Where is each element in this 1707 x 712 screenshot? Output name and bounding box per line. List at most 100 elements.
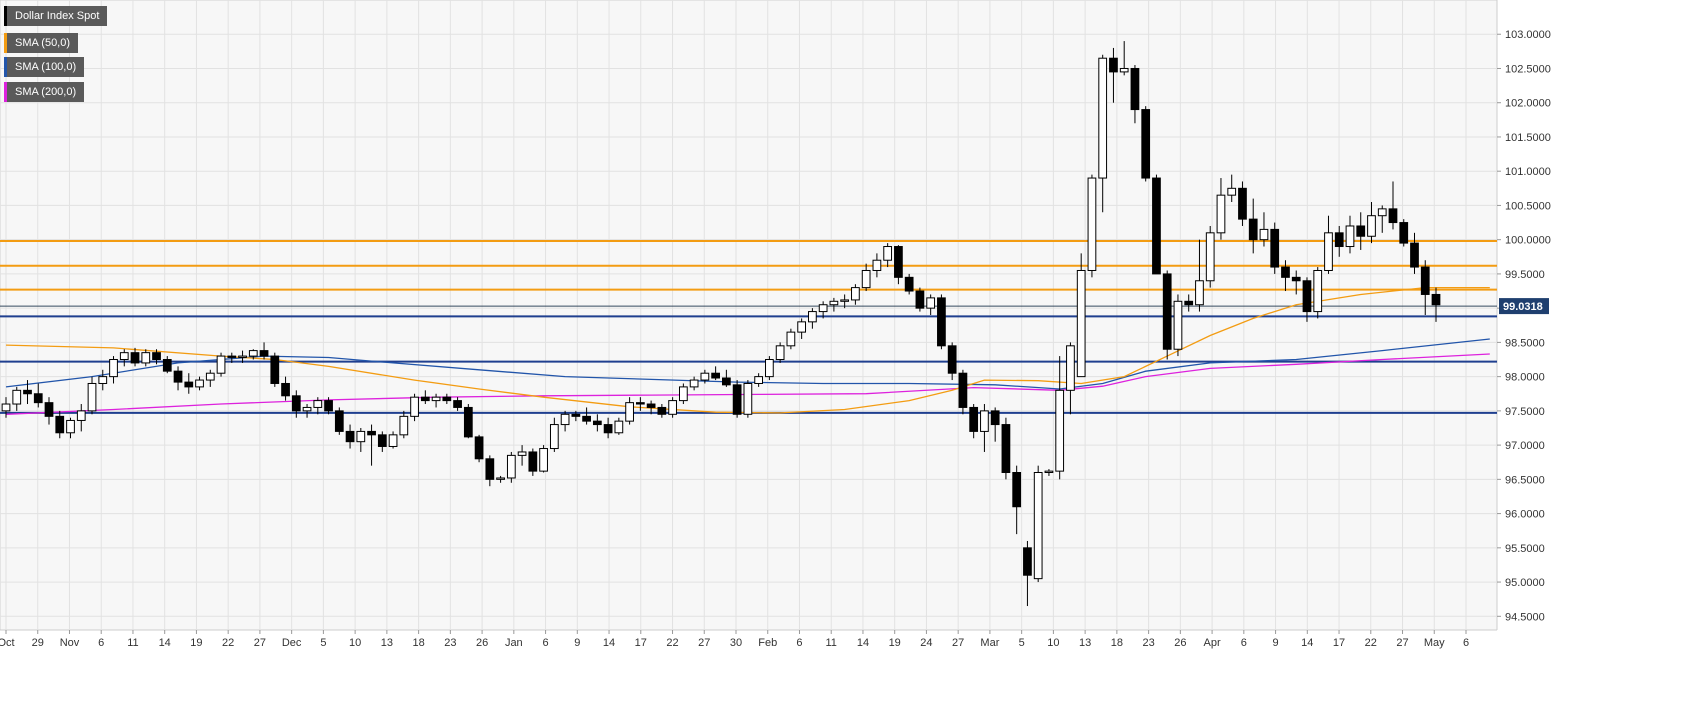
candle[interactable] [1399,219,1409,247]
candle[interactable] [302,404,312,418]
candle[interactable] [560,410,570,432]
candle[interactable] [625,397,634,425]
candle[interactable] [980,404,989,452]
candle[interactable] [388,431,398,449]
candle[interactable] [549,417,559,452]
candle[interactable] [1152,174,1161,275]
candle[interactable] [1313,267,1323,319]
candle[interactable] [119,349,129,367]
candle[interactable] [754,373,764,387]
candle[interactable] [1291,270,1301,295]
candle[interactable] [818,301,828,319]
candle[interactable] [130,347,140,367]
legend-instrument[interactable]: Dollar Index Spot [4,6,108,26]
candle[interactable] [528,448,538,476]
candle[interactable] [485,455,495,487]
candle[interactable] [324,397,333,415]
candle[interactable] [1184,294,1194,312]
candle[interactable] [1066,342,1075,415]
candle[interactable] [861,263,871,292]
candle[interactable] [76,404,86,432]
candle[interactable] [947,342,957,381]
candle[interactable] [689,376,699,391]
candle[interactable] [571,410,581,422]
legend-sma50[interactable]: SMA (50,0) [4,33,79,53]
candle[interactable] [1388,181,1398,230]
candle[interactable] [334,407,344,435]
candle[interactable] [872,253,882,278]
candle[interactable] [1012,465,1022,535]
candle[interactable] [1109,47,1118,103]
candle[interactable] [109,356,118,384]
candle[interactable] [990,407,1000,442]
candle[interactable] [291,390,301,418]
candle[interactable] [33,383,43,408]
candle[interactable] [1,397,11,418]
candle[interactable] [829,297,839,312]
candle[interactable] [743,380,753,418]
candle[interactable] [1270,222,1280,274]
candle[interactable] [184,373,194,394]
candle[interactable] [259,342,269,360]
candle[interactable] [894,245,903,285]
candle[interactable] [98,369,108,391]
candle[interactable] [442,393,452,405]
candle[interactable] [1420,260,1430,315]
candle[interactable] [1238,181,1247,226]
candle[interactable] [1367,202,1376,244]
candle[interactable] [345,424,355,449]
candle[interactable] [1324,215,1333,274]
candle[interactable] [356,427,366,452]
candle[interactable] [367,424,376,466]
candle[interactable] [141,349,151,367]
candle[interactable] [1302,277,1312,322]
candle[interactable] [410,393,419,422]
candle[interactable] [23,380,32,405]
candle[interactable] [539,445,548,473]
candle[interactable] [775,342,785,363]
candle[interactable] [1248,198,1258,254]
candle[interactable] [614,417,624,435]
candle[interactable] [1033,465,1043,583]
candle[interactable] [517,445,527,466]
candle[interactable] [722,369,731,387]
candle[interactable] [786,328,796,350]
candle[interactable] [1055,356,1065,480]
candle[interactable] [711,366,720,381]
candle[interactable] [313,397,323,415]
candle[interactable] [1195,239,1204,312]
candle[interactable] [657,404,667,418]
candle[interactable] [152,349,161,365]
candle[interactable] [1334,225,1344,257]
candle[interactable] [431,393,441,408]
candle[interactable] [926,294,936,315]
legend-sma100[interactable]: SMA (100,0) [4,57,85,77]
candle[interactable] [474,434,484,463]
candle[interactable] [1130,65,1140,124]
candle[interactable] [270,352,280,387]
candle[interactable] [1087,174,1097,278]
candle[interactable] [797,318,807,339]
candle[interactable] [44,397,54,425]
candle[interactable] [420,390,430,405]
candle[interactable] [1216,178,1226,240]
candle[interactable] [1356,212,1366,250]
candle[interactable] [678,383,688,405]
candle[interactable] [668,397,677,418]
candle[interactable] [603,417,613,439]
candle[interactable] [216,352,226,377]
candle[interactable] [937,294,946,350]
candle[interactable] [1205,225,1215,288]
candle[interactable] [281,376,290,401]
candle[interactable] [453,397,462,411]
candle[interactable] [958,369,968,415]
candle[interactable] [1345,215,1355,254]
candle[interactable] [765,356,774,381]
candle[interactable] [1023,540,1032,607]
candle[interactable] [1098,54,1108,213]
candle[interactable] [646,400,656,415]
candle[interactable] [496,475,505,483]
candle[interactable] [377,431,387,452]
legend-sma200[interactable]: SMA (200,0) [4,82,85,102]
